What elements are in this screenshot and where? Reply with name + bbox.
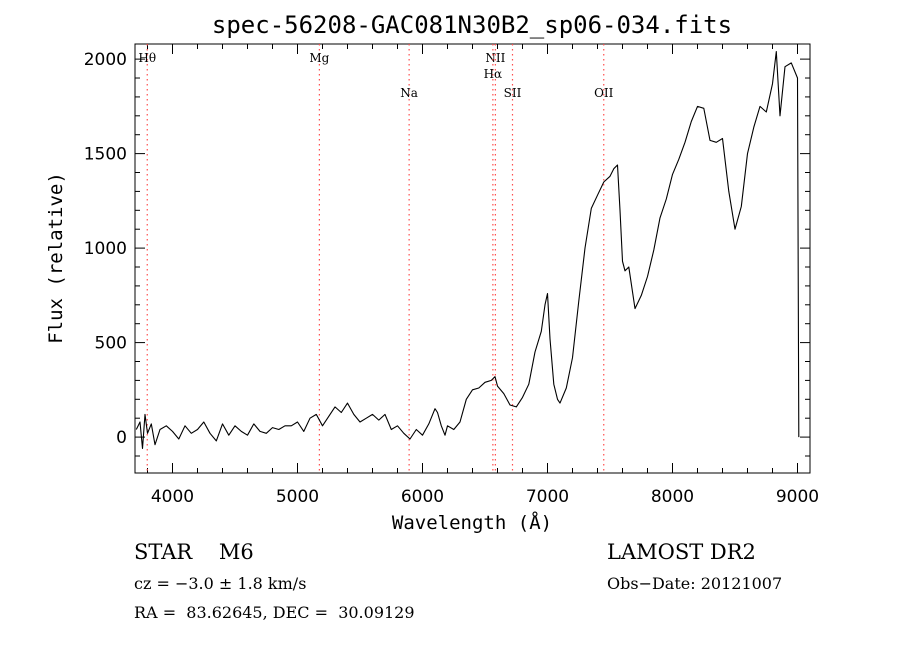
emission-line-label: NII (485, 51, 505, 65)
spectrum-line (135, 51, 800, 449)
emission-line-label: Hα (484, 67, 503, 81)
x-tick-label: 9000 (776, 487, 819, 507)
y-tick-label: 1000 (84, 239, 127, 259)
emission-line-label: SII (504, 86, 522, 100)
spectrum-series (135, 51, 800, 449)
x-tick-label: 4000 (151, 487, 194, 507)
chart-title: spec-56208-GAC081N30B2_sp06-034.fits (212, 11, 732, 39)
emission-line-label: Mg (309, 51, 329, 65)
object-type-label: STAR M6 (134, 540, 254, 564)
y-tick-label: 1500 (84, 145, 127, 165)
coordinates-label: RA = 83.62645, DEC = 30.09129 (134, 603, 415, 622)
redshift-label: cz = −3.0 ± 1.8 km/s (134, 574, 307, 593)
x-tick-label: 5000 (276, 487, 319, 507)
plot-frame (134, 43, 811, 474)
y-axis-label: Flux (relative) (45, 172, 67, 344)
spectrum-chart: spec-56208-GAC081N30B2_sp06-034.fits 400… (45, 11, 819, 534)
x-tick-label: 6000 (401, 487, 444, 507)
obs-date-label: Obs−Date: 20121007 (607, 574, 783, 593)
x-axis-label: Wavelength (Å) (392, 511, 552, 534)
x-tick-label: 7000 (526, 487, 569, 507)
axis-ticks: 4000 5000 6000 7000 8000 9000 0 500 1000 1500 2000 (84, 44, 819, 507)
y-tick-label: 500 (95, 334, 127, 354)
plot-border (134, 43, 811, 474)
y-tick-label: 2000 (84, 50, 127, 70)
y-tick-label: 0 (116, 428, 127, 448)
emission-line-label: Na (400, 86, 418, 100)
emission-line-label: Hθ (138, 51, 156, 65)
survey-label: LAMOST DR2 (607, 540, 756, 564)
x-tick-label: 8000 (651, 487, 694, 507)
emission-line-label: OII (594, 86, 614, 100)
